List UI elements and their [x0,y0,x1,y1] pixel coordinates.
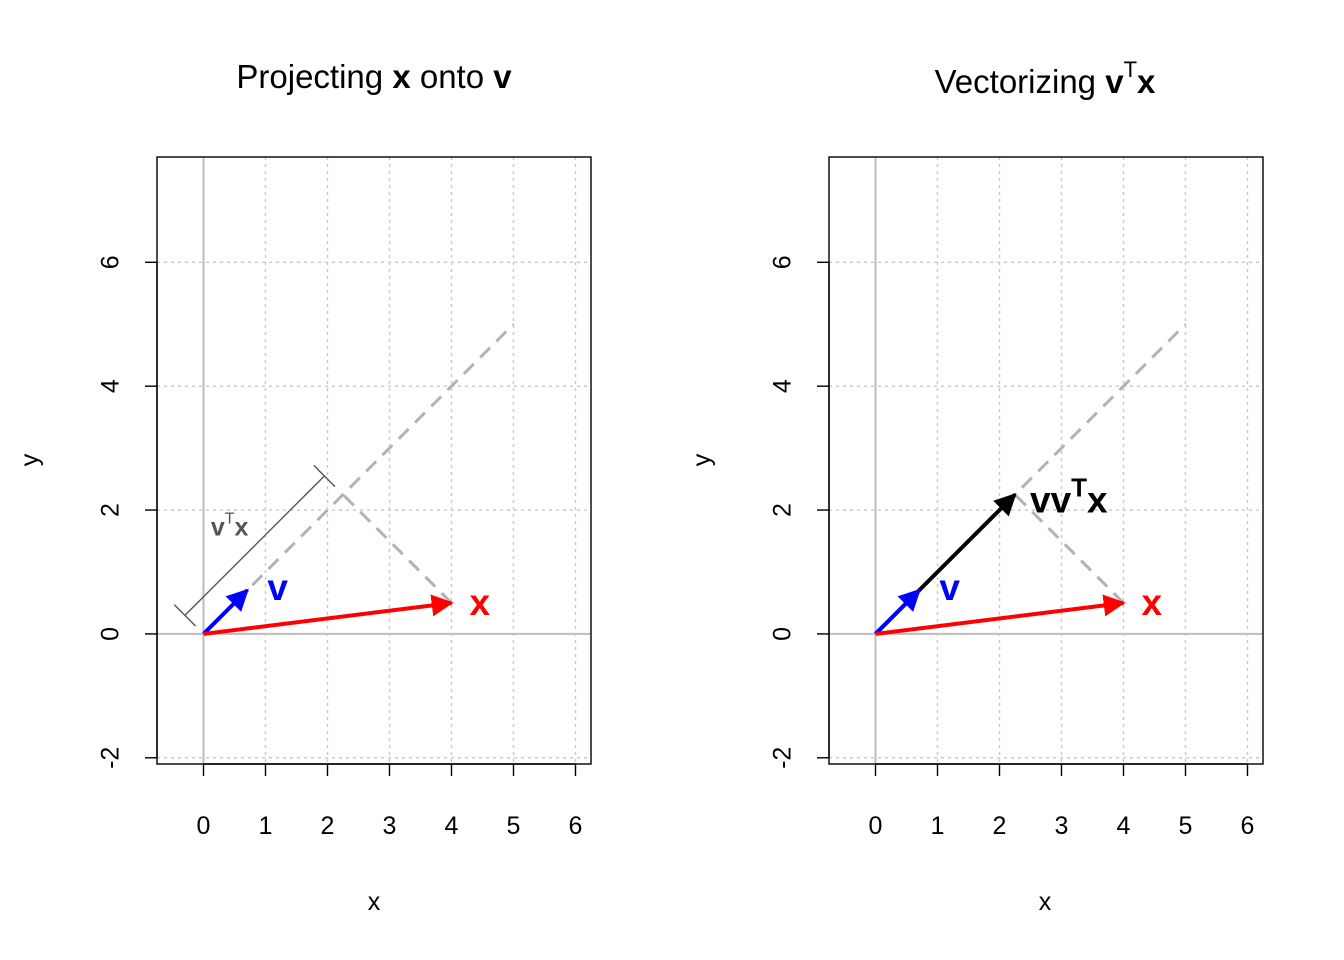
x-tick-label: 5 [1179,812,1193,840]
panel2-grid [829,157,1263,764]
x-tick-label: 1 [931,812,945,840]
panel2-vvtx-label: vvTx [1030,473,1108,521]
x-tick-label: 0 [197,812,211,840]
vector-x [875,594,1126,636]
panel1-axes: 0 1 2 3 4 5 6 -2 0 2 4 6 [97,156,592,840]
x-tick-label: 4 [1117,812,1131,840]
y-tick-label: 4 [769,379,797,393]
panel1-x-label: x [470,582,491,623]
vector-v [874,588,921,636]
y-tick-label: -2 [97,747,125,769]
y-tick-label: 0 [97,627,125,641]
panel2-xlabel: x [1039,888,1052,916]
vector-x [203,594,454,636]
y-tick-label: 2 [769,503,797,517]
y-tick-label: 4 [97,379,125,393]
x-tick-label: 1 [259,812,273,840]
vector-v [202,588,249,636]
y-tick-label: 0 [769,627,797,641]
panel1-v-label: v [267,567,288,608]
panel1-title: Projecting x onto v [236,58,512,95]
panel1-xlabel: x [368,888,381,916]
x-tick-label: 6 [569,812,583,840]
x-tick-label: 5 [507,812,521,840]
x-tick-label: 0 [869,812,883,840]
panel1-ylabel: y [16,453,44,466]
x-tick-label: 2 [321,812,335,840]
x-tick-label: 3 [383,812,397,840]
x-tick-label: 4 [445,812,459,840]
y-tick-label: 6 [769,255,797,269]
perpendicular-line [341,493,453,605]
x-tick-label: 2 [993,812,1007,840]
panel1-marks [173,323,515,636]
panel2-title: Vectorizing vTx [935,57,1156,100]
y-tick-label: -2 [769,747,797,769]
line-along-v [202,323,515,635]
panel1-bracket-label: vTx [211,511,249,542]
projection-bracket [184,475,325,616]
perpendicular-line [1013,493,1125,605]
bracket-cap-end [313,464,336,488]
panel-projection: Projecting x onto v 0 1 2 3 4 5 6 -2 0 2 4 6 v x vT… [16,58,592,916]
bracket-cap-start [173,604,196,627]
plot-frame [156,156,592,765]
panel2-axes: 0 1 2 3 4 5 6 -2 0 2 4 6 [769,156,1264,840]
y-tick-label: 2 [97,503,125,517]
panel2-v-label: v [939,567,960,608]
panel2-x-label: x [1142,582,1163,623]
panel2-marks [874,323,1187,636]
panel1-grid [157,157,591,764]
x-tick-label: 6 [1241,812,1255,840]
panel-vectorizing: Vectorizing vTx 0 1 2 3 4 5 6 -2 0 2 4 6 v x vvTx x… [688,57,1264,916]
plot-frame [828,156,1264,765]
x-tick-label: 3 [1055,812,1069,840]
y-tick-label: 6 [97,255,125,269]
panel2-ylabel: y [688,453,716,466]
